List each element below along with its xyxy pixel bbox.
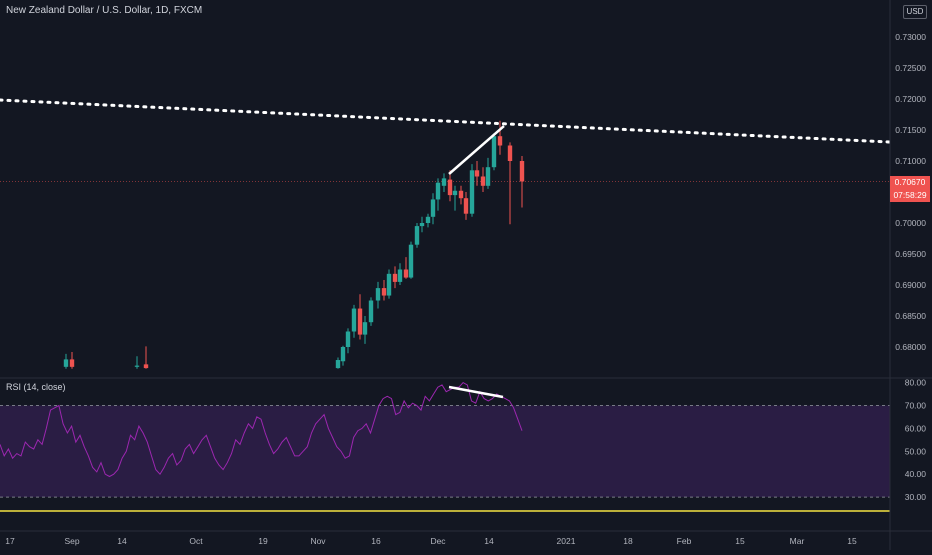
candle-body[interactable] <box>375 288 381 301</box>
candle-body[interactable] <box>351 308 357 332</box>
rsi-tick-label: 60.00 <box>905 423 927 433</box>
drawings-layer[interactable] <box>0 98 892 399</box>
candle-body[interactable] <box>408 244 414 278</box>
time-tick-label: 18 <box>623 536 633 546</box>
price-tick-label: 0.69500 <box>895 249 926 259</box>
time-tick-label: Feb <box>677 536 692 546</box>
price-tick-label: 0.68500 <box>895 311 926 321</box>
candle-body[interactable] <box>335 360 341 369</box>
candle-body[interactable] <box>480 176 486 186</box>
candle-body[interactable] <box>474 170 480 177</box>
candle-body[interactable] <box>362 322 368 335</box>
currency-badge[interactable]: USD <box>903 5 927 19</box>
candle-body[interactable] <box>435 182 441 200</box>
rsi-tick-label: 80.00 <box>905 378 927 388</box>
candle-body[interactable] <box>519 161 525 182</box>
price-tick-label: 0.68000 <box>895 342 926 352</box>
candle-body[interactable] <box>143 364 149 369</box>
candle-body[interactable] <box>340 347 346 362</box>
candle-body[interactable] <box>458 190 464 199</box>
rsi-tick-label: 30.00 <box>905 492 927 502</box>
candle-body[interactable] <box>441 178 447 186</box>
candle-body[interactable] <box>419 223 425 227</box>
candle-body[interactable] <box>392 273 398 282</box>
price-tick-label: 0.72000 <box>895 94 926 104</box>
price-tick-label: 0.73000 <box>895 32 926 42</box>
chart-title: New Zealand Dollar / U.S. Dollar, 1D, FX… <box>6 5 203 16</box>
candle-body[interactable] <box>507 145 513 162</box>
price-tick-label: 0.71500 <box>895 125 926 135</box>
time-tick-label: Oct <box>189 536 203 546</box>
time-tick-label: Mar <box>790 536 805 546</box>
candle-body[interactable] <box>134 365 140 367</box>
candle-body[interactable] <box>485 167 491 186</box>
time-tick-label: Nov <box>310 536 326 546</box>
candle-body[interactable] <box>345 331 351 348</box>
candle-body[interactable] <box>497 136 503 146</box>
candle-body[interactable] <box>447 179 453 196</box>
countdown-badge: 07:58:29 <box>890 189 930 202</box>
candles-layer[interactable] <box>63 120 525 369</box>
candle-body[interactable] <box>397 269 403 282</box>
time-tick-label: Dec <box>430 536 446 546</box>
candle-body[interactable] <box>386 273 392 296</box>
rsi-line[interactable] <box>0 381 523 478</box>
time-tick-label: 17 <box>5 536 15 546</box>
last-price-badge: 0.70670 <box>890 176 930 189</box>
candle-body[interactable] <box>430 199 436 217</box>
rsi-lower-high-line[interactable] <box>448 385 504 399</box>
rsi-tick-label: 70.00 <box>905 400 927 410</box>
rsi-tick-label: 40.00 <box>905 469 927 479</box>
candle-body[interactable] <box>357 308 363 335</box>
candle-body[interactable] <box>63 359 69 367</box>
candle-body[interactable] <box>414 226 420 245</box>
time-tick-label: Sep <box>64 536 79 546</box>
rsi-band <box>0 405 890 498</box>
price-tick-label: 0.69000 <box>895 280 926 290</box>
candle-body[interactable] <box>368 300 374 323</box>
time-tick-label: 14 <box>117 536 127 546</box>
resistance-trendline[interactable] <box>0 98 892 144</box>
candle-body[interactable] <box>425 216 431 223</box>
time-tick-label: 14 <box>484 536 494 546</box>
candle-body[interactable] <box>69 359 75 367</box>
rsi-pane[interactable] <box>0 378 890 520</box>
price-tick-label: 0.72500 <box>895 63 926 73</box>
price-tick-label: 0.70000 <box>895 218 926 228</box>
time-tick-label: 16 <box>371 536 381 546</box>
time-tick-label: 19 <box>258 536 268 546</box>
price-higher-high-line[interactable] <box>448 125 505 175</box>
candle-body[interactable] <box>381 288 387 296</box>
time-tick-label: 15 <box>847 536 857 546</box>
candle-body[interactable] <box>463 198 469 214</box>
candle-body[interactable] <box>403 269 409 278</box>
time-tick-label: 2021 <box>557 536 576 546</box>
candle-body[interactable] <box>469 170 475 214</box>
candle-body[interactable] <box>452 190 458 196</box>
price-tick-label: 0.71000 <box>895 156 926 166</box>
candle-body[interactable] <box>491 136 497 168</box>
rsi-indicator-title[interactable]: RSI (14, close) <box>6 382 66 392</box>
rsi-tick-label: 50.00 <box>905 446 927 456</box>
time-tick-label: 15 <box>735 536 745 546</box>
